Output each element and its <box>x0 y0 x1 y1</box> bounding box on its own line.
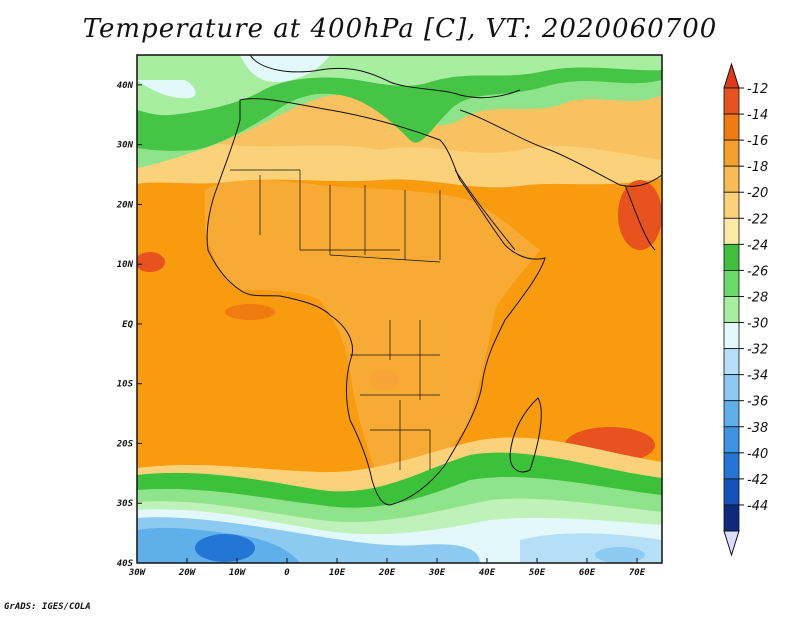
arabia-coastline <box>459 109 662 187</box>
lat-tick-label: 40N <box>117 81 134 91</box>
colorbar-under-triangle <box>723 530 740 557</box>
south-cold-patch-east <box>595 547 645 563</box>
colorbar-swatch <box>723 374 740 402</box>
lat-tick-label: 20S <box>116 439 134 449</box>
colorbar-label: -22 <box>747 212 768 227</box>
colorbar-label: -26 <box>747 264 768 279</box>
colorbar-label: -14 <box>747 108 768 123</box>
colorbar-swatch <box>723 504 740 532</box>
lon-tick-label: 40E <box>479 568 496 578</box>
colorbar-label: -36 <box>747 395 768 410</box>
colorbar-label: -34 <box>747 369 768 384</box>
south-coldest-patch <box>195 534 255 562</box>
lat-tick-label: EQ <box>122 320 133 330</box>
lat-tick-label: 10S <box>117 380 134 390</box>
lon-tick-label: 70E <box>629 568 646 578</box>
warm-patch-westafrica <box>137 252 165 272</box>
madagascar-coastline <box>509 397 542 473</box>
colorbar-label: -44 <box>747 499 768 514</box>
lat-tick-label: 20N <box>116 200 134 210</box>
colorbar-over-triangle <box>723 62 740 89</box>
colorbar-swatch <box>723 113 740 141</box>
colorbar-label: -20 <box>747 186 768 201</box>
colorbar-swatch <box>723 217 740 245</box>
north-pale-cyan-band <box>240 55 330 83</box>
colorbar-swatch <box>723 243 740 271</box>
colorbar-label: -30 <box>747 317 768 332</box>
border-lines-west <box>230 169 441 263</box>
colorbar-swatch <box>723 478 740 506</box>
colorbar-swatch <box>723 139 740 167</box>
north-pale-cyan-band-2 <box>137 80 196 99</box>
colorbar-label: -38 <box>747 421 768 436</box>
coastlines <box>206 55 662 506</box>
colorbar-swatch <box>723 191 740 219</box>
lon-tick-label: 60E <box>579 568 596 578</box>
colorbar-label: -40 <box>747 447 768 462</box>
lon-tick-label: 10E <box>329 568 346 578</box>
border-lines-south <box>350 320 440 470</box>
colorbar-swatch <box>723 87 740 115</box>
axis-ticks: 30W 20W 10W 0 10E 20E 30E 40E 50E 60E 70E 40N 30N 20N… <box>116 81 646 578</box>
lon-tick-label: 30W <box>128 568 147 578</box>
colorbar-swatch <box>723 296 740 323</box>
lon-tick-label: 10W <box>229 568 247 578</box>
red-sea-coastline <box>454 169 516 251</box>
india-coastline <box>624 184 656 251</box>
colorbar-label: -12 <box>747 82 768 97</box>
lon-tick-label: 30E <box>428 568 446 578</box>
colorbar-label: -28 <box>747 290 768 305</box>
temperature-field <box>137 55 662 563</box>
colorbar-label: -16 <box>747 134 768 149</box>
lat-tick-label: 10N <box>117 260 134 270</box>
lat-tick-label: 30S <box>116 499 134 509</box>
lat-tick-label: 40S <box>117 559 134 569</box>
map-title: Temperature at 400hPa [C], VT: 202006070… <box>82 14 718 44</box>
colorbar-swatch <box>723 165 740 193</box>
lon-tick-label: 50E <box>529 568 546 578</box>
colorbar-swatch <box>723 322 740 349</box>
colorbar-label: -42 <box>747 473 768 488</box>
map-frame <box>136 54 663 564</box>
lon-tick-label: 0 <box>284 568 290 578</box>
colorbar-swatch <box>723 348 740 376</box>
colorbar: -12 -14 -16 -18 -20 -22 -24 -26 -28 -30 -32 -34 -36 -… <box>723 62 768 557</box>
colorbar-swatch <box>723 270 740 297</box>
africa-land-field <box>205 180 540 482</box>
colorbar-label: -18 <box>747 160 768 175</box>
colorbar-swatch <box>723 400 740 428</box>
grads-credit: GrADS: IGES/COLA <box>4 602 91 612</box>
colorbar-swatch <box>723 452 740 480</box>
warm-patch-atlantic <box>225 304 275 320</box>
lon-tick-label: 20E <box>378 568 396 578</box>
colorbar-swatch <box>723 426 740 454</box>
lat-tick-label: 30N <box>116 141 134 151</box>
colorbar-label: -24 <box>747 238 768 253</box>
lon-tick-label: 20W <box>178 568 197 578</box>
europe-coastline <box>249 55 521 99</box>
colorbar-label: -32 <box>747 343 768 358</box>
warm-patch-india <box>618 180 662 250</box>
